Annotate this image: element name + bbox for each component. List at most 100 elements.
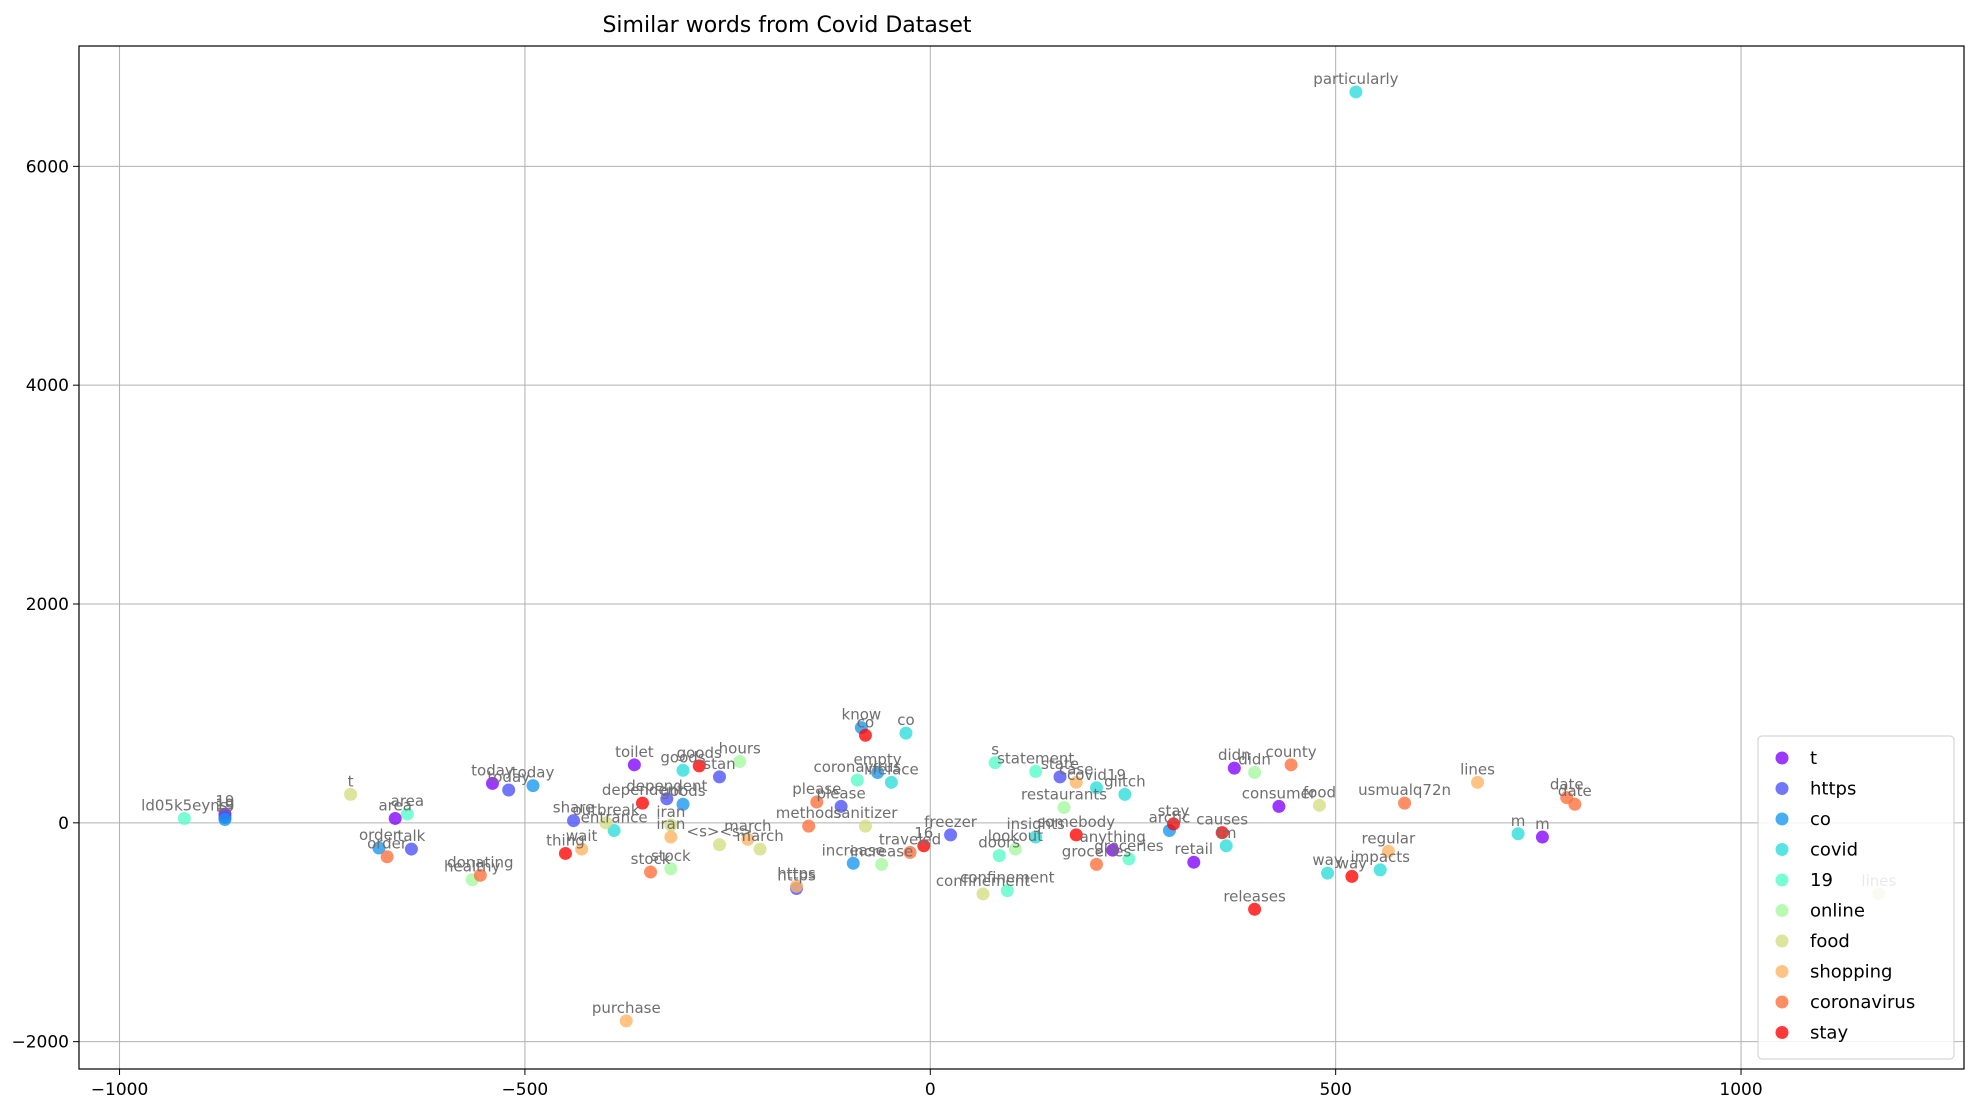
data-point: [903, 845, 917, 859]
data-point: [575, 842, 589, 856]
y-tick-label: −2000: [11, 1033, 69, 1053]
data-point: [1373, 863, 1387, 877]
data-point: [1053, 770, 1067, 784]
legend-box: [1757, 735, 1955, 1060]
legend: t https co covid 19 online food shopping coronav…: [1757, 735, 1955, 1060]
data-point: [1008, 842, 1022, 856]
point-label: toilet: [615, 743, 654, 761]
point-label: state: [1041, 755, 1079, 773]
point-label: order: [359, 826, 400, 844]
data-point: [344, 787, 358, 801]
point-label: outbreak: [572, 801, 639, 819]
data-point: [676, 763, 690, 777]
data-point: [834, 799, 848, 813]
data-point: [976, 887, 990, 901]
legend-marker: [1775, 873, 1789, 887]
x-tick-label: 0: [925, 1080, 936, 1100]
legend-label: covid: [1810, 840, 1858, 861]
data-point: [1029, 830, 1043, 844]
data-point: [712, 770, 726, 784]
point-label: releases: [1223, 887, 1286, 905]
data-point: [1511, 827, 1525, 841]
point-label: arctic: [1149, 808, 1191, 826]
data-point: [619, 1014, 633, 1028]
data-point: [884, 775, 898, 789]
data-point: [1000, 884, 1014, 898]
legend-marker: [1775, 843, 1789, 856]
point-label: co: [857, 713, 874, 731]
point-label: today: [471, 761, 514, 779]
point-label: case: [1059, 760, 1093, 778]
point-label: glitch: [1104, 772, 1146, 790]
point-label: donating: [447, 853, 513, 871]
legend-marker: [1775, 934, 1789, 948]
data-point: [1106, 843, 1120, 857]
point-label: iran: [656, 815, 685, 833]
data-point: [1312, 798, 1326, 812]
data-point: [218, 813, 232, 827]
point-label: regular: [1362, 829, 1416, 847]
point-label: https: [777, 864, 816, 882]
axis-ticks: −1000 −500 0 500 1000 −2000 0 2000 4000 6000: [11, 157, 1762, 1100]
point-label: groceries: [1094, 837, 1164, 855]
data-point: [944, 828, 958, 842]
point-label: today: [487, 768, 530, 786]
point-label: doors: [978, 834, 1020, 852]
legend-label: food: [1810, 931, 1850, 952]
data-point: [1227, 761, 1241, 775]
point-label: talk: [397, 827, 425, 845]
data-point: [502, 783, 516, 797]
legend-marker: [1775, 1026, 1789, 1039]
point-label: way: [1337, 854, 1367, 872]
point-label: 16: [914, 824, 933, 842]
y-tick-label: 2000: [26, 595, 69, 615]
data-point: [1381, 844, 1395, 858]
data-point: [660, 792, 674, 806]
point-label: didn: [1218, 746, 1251, 764]
x-tick-label: 500: [1319, 1080, 1351, 1100]
data-point: [1248, 765, 1262, 779]
data-point: [899, 726, 913, 740]
data-point: [380, 850, 394, 864]
legend-label: coronavirus: [1810, 992, 1915, 1013]
data-point: [177, 811, 191, 825]
data-point: [404, 842, 418, 856]
legend-label: online: [1810, 901, 1865, 922]
point-label: traveled: [879, 830, 941, 848]
point-label: covid19: [1067, 766, 1126, 784]
point-label: m: [1535, 815, 1550, 833]
legend-label: stay: [1810, 1023, 1848, 1044]
point-label: iran: [656, 803, 685, 821]
data-point: [635, 796, 649, 810]
data-point: [810, 795, 824, 809]
point-label: t: [348, 772, 354, 790]
data-point: [664, 862, 678, 876]
data-point: [1219, 839, 1233, 853]
point-label: s: [991, 741, 999, 759]
point-label: date: [1550, 776, 1584, 794]
point-label: lifeface: [864, 760, 919, 778]
data-point: [1057, 801, 1071, 815]
point-label: confinement: [936, 872, 1030, 890]
point-label: dependent: [602, 781, 683, 799]
point-label: didn: [1238, 750, 1271, 768]
point-label: entrance: [581, 808, 648, 826]
data-point: [1568, 797, 1582, 811]
point-label: order: [367, 835, 408, 853]
legend-marker: [1775, 782, 1789, 795]
legend-marker: [1775, 995, 1789, 1009]
data-point: [676, 797, 690, 811]
point-label: purchase: [592, 999, 661, 1017]
point-label: 19: [215, 798, 234, 816]
y-tick-label: 6000: [26, 157, 69, 177]
data-point: [712, 838, 726, 852]
point-label: coronavirus: [813, 758, 901, 776]
legend-label: co: [1810, 809, 1831, 830]
point-label: stock: [631, 850, 671, 868]
point-label: restaurants: [1021, 786, 1107, 804]
data-point: [733, 755, 747, 769]
data-point: [567, 814, 581, 828]
data-point: [802, 819, 816, 833]
point-label: thing: [546, 831, 585, 849]
data-point: [1029, 764, 1043, 778]
